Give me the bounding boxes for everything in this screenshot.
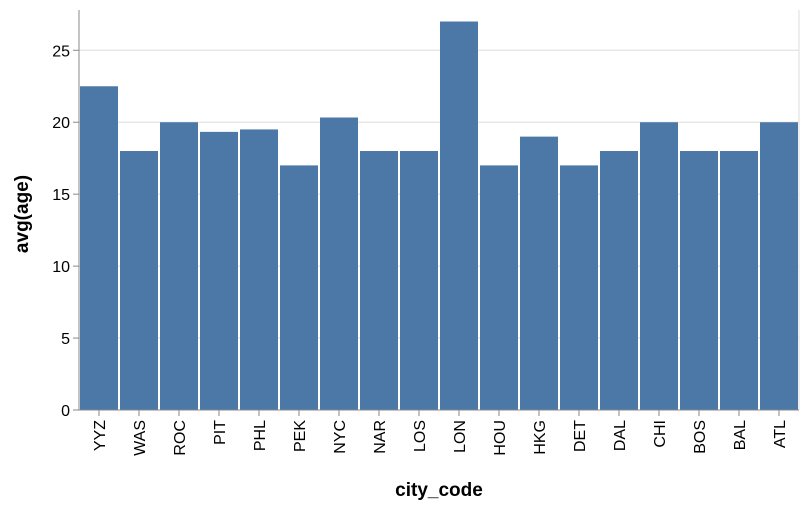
- x-tick-label: ATL: [772, 420, 789, 448]
- bar-bal: [720, 151, 758, 410]
- bar-pek: [280, 165, 318, 410]
- x-tick-label: PIT: [212, 420, 229, 445]
- bar-bos: [680, 151, 718, 410]
- bar-chi: [640, 122, 678, 410]
- bar-hou: [480, 165, 518, 410]
- x-tick-label: LOS: [412, 420, 429, 452]
- x-tick-label: LON: [452, 420, 469, 453]
- bar-atl: [760, 122, 798, 410]
- x-tick-label: HKG: [532, 420, 549, 455]
- bar-lon: [440, 21, 478, 410]
- bar-los: [400, 151, 438, 410]
- y-tick-label: 5: [61, 331, 70, 348]
- bar-was: [120, 151, 158, 410]
- bar-yyz: [80, 86, 118, 410]
- x-axis-title: city_code: [395, 480, 483, 501]
- x-tick-label: DAL: [612, 420, 629, 451]
- bars: [80, 21, 798, 411]
- x-tick-label: YYZ: [92, 420, 109, 451]
- bar-roc: [160, 122, 198, 410]
- bar-hkg: [520, 136, 558, 410]
- y-tick-label: 25: [52, 43, 70, 60]
- x-tick-label: ROC: [172, 420, 189, 456]
- bar-nar: [360, 151, 398, 410]
- y-axis: 0 5 10 15 20 25: [52, 10, 80, 420]
- bar-det: [560, 165, 598, 410]
- bar-nyc: [320, 117, 358, 410]
- bar-dal: [600, 151, 638, 410]
- gridlines: [79, 10, 800, 410]
- y-tick-label: 20: [52, 115, 70, 132]
- x-axis: YYZ WAS ROC PIT PHL PEK NYC NAR LOS LON HOU HKG DET D…: [79, 409, 799, 456]
- x-tick-label: BAL: [732, 420, 749, 450]
- y-tick-label: 10: [52, 259, 70, 276]
- y-tick-label: 0: [61, 403, 70, 420]
- x-tick-label: WAS: [132, 420, 149, 456]
- bar-phl: [240, 129, 278, 411]
- x-tick-label: NAR: [372, 420, 389, 454]
- y-tick-label: 15: [52, 187, 70, 204]
- x-tick-label: NYC: [332, 420, 349, 454]
- x-tick-label: PHL: [252, 420, 269, 451]
- x-tick-label: BOS: [692, 420, 709, 454]
- x-tick-label: HOU: [492, 420, 509, 456]
- bar-pit: [200, 131, 238, 411]
- x-tick-label: DET: [572, 420, 589, 452]
- y-axis-title: avg(age): [12, 175, 33, 253]
- x-tick-label: CHI: [652, 420, 669, 448]
- x-tick-label: PEK: [292, 420, 309, 452]
